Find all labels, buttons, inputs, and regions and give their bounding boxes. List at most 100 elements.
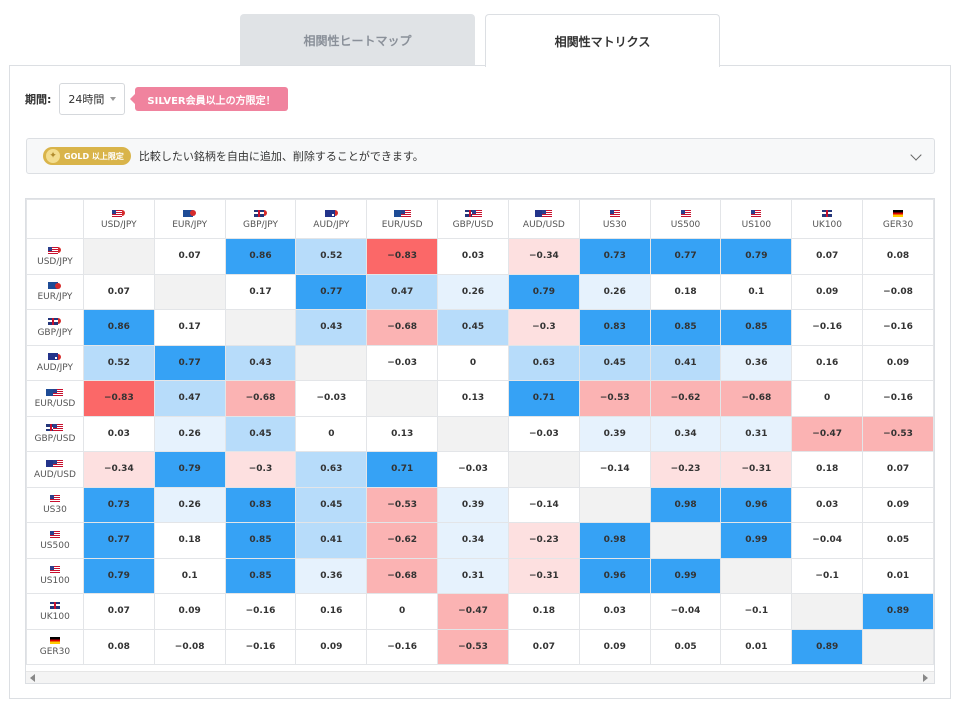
correlation-cell: 0.05 bbox=[862, 522, 934, 559]
tab-matrix[interactable]: 相関性マトリクス bbox=[485, 14, 720, 67]
correlation-cell: 0.07 bbox=[82, 593, 155, 630]
gold-description: 比較したい銘柄を自由に追加、削除することができます。 bbox=[138, 150, 424, 163]
eu-flag-icon bbox=[155, 209, 225, 218]
correlation-cell: −0.3 bbox=[224, 451, 297, 488]
correlation-cell: 0.07 bbox=[862, 451, 934, 488]
row-header: EUR/JPY bbox=[26, 273, 84, 310]
period-select[interactable]: 24時間 bbox=[59, 83, 126, 115]
correlation-cell: −0.62 bbox=[649, 380, 722, 417]
correlation-cell bbox=[649, 522, 722, 559]
correlation-cell: 0.85 bbox=[649, 309, 722, 346]
correlation-cell: 0.79 bbox=[153, 451, 226, 488]
correlation-cell: 0.03 bbox=[791, 486, 864, 523]
correlation-cell: −0.68 bbox=[720, 380, 793, 417]
gb-flag-icon bbox=[438, 209, 508, 218]
correlation-cell: −0.53 bbox=[366, 486, 439, 523]
column-header-label: US500 bbox=[670, 219, 701, 230]
correlation-cell: 0.89 bbox=[791, 628, 864, 665]
correlation-cell: 0.17 bbox=[153, 309, 226, 346]
au-flag-icon bbox=[27, 459, 83, 468]
correlation-cell: −0.83 bbox=[366, 238, 439, 275]
correlation-cell: 0.83 bbox=[224, 486, 297, 523]
correlation-cell: 0.77 bbox=[153, 344, 226, 381]
row-header: UK100 bbox=[26, 593, 84, 630]
matrix-row: AUD/USD −0.34 0.79 −0.3 0.63 0.71 −0.03 −0.14 −0… bbox=[26, 451, 934, 488]
correlation-cell: 0.18 bbox=[791, 451, 864, 488]
correlation-cell bbox=[578, 486, 651, 523]
correlation-cell: −0.03 bbox=[295, 380, 368, 417]
correlation-cell: 0.43 bbox=[224, 344, 297, 381]
correlation-cell: −0.23 bbox=[649, 451, 722, 488]
row-header-label: GBP/USD bbox=[34, 434, 76, 445]
correlation-cell bbox=[82, 238, 155, 275]
correlation-cell: 0.18 bbox=[649, 273, 722, 310]
correlation-cell: 0.47 bbox=[153, 380, 226, 417]
correlation-cell: 0.89 bbox=[862, 593, 934, 630]
matrix-row: GBP/USD 0.03 0.26 0.45 0 0.13 −0.03 0.39 0.34 0.3… bbox=[26, 415, 934, 452]
correlation-cell: 0.1 bbox=[153, 557, 226, 594]
correlation-cell bbox=[224, 309, 297, 346]
au-flag-icon bbox=[27, 352, 83, 361]
matrix-header-row: USD/JPY EUR/JPY GBP/JPY AUD/JPY EUR/USD GBP/U… bbox=[26, 199, 934, 239]
matrix-panel: 期間: 24時間 SILVER会員以上の方限定！ ✦ GOLD 以上限定 比較し… bbox=[9, 65, 951, 699]
correlation-cell: −0.14 bbox=[507, 486, 580, 523]
correlation-cell: 0.85 bbox=[224, 522, 297, 559]
us-flag-icon bbox=[651, 209, 721, 218]
column-header: EUR/JPY bbox=[153, 199, 226, 239]
correlation-cell bbox=[507, 451, 580, 488]
column-header: GER30 bbox=[862, 199, 934, 239]
silver-member-badge: SILVER会員以上の方限定！ bbox=[130, 87, 288, 111]
correlation-cell bbox=[153, 273, 226, 310]
eu-flag-icon bbox=[367, 209, 437, 218]
correlation-cell: −0.16 bbox=[862, 380, 934, 417]
row-header-label: US30 bbox=[43, 505, 67, 516]
correlation-cell: 0.99 bbox=[720, 522, 793, 559]
scroll-left-icon[interactable] bbox=[30, 674, 35, 682]
gold-feature-bar[interactable]: ✦ GOLD 以上限定 比較したい銘柄を自由に追加、削除することができます。 bbox=[26, 138, 935, 174]
tab-heatmap[interactable]: 相関性ヒートマップ bbox=[240, 14, 475, 66]
correlation-cell: 0.31 bbox=[720, 415, 793, 452]
correlation-cell: 0.16 bbox=[791, 344, 864, 381]
correlation-cell: 0.26 bbox=[153, 415, 226, 452]
row-header-label: GER30 bbox=[39, 647, 71, 658]
correlation-cell bbox=[862, 628, 934, 665]
row-header: GBP/JPY bbox=[26, 309, 84, 346]
correlation-cell: 0.16 bbox=[295, 593, 368, 630]
correlation-cell: 0.03 bbox=[578, 593, 651, 630]
correlation-cell: 0.39 bbox=[437, 486, 509, 523]
correlation-cell: −0.53 bbox=[862, 415, 934, 452]
row-header: EUR/USD bbox=[26, 380, 84, 417]
correlation-cell: 0.63 bbox=[507, 344, 580, 381]
row-header: US100 bbox=[26, 557, 84, 594]
correlation-cell: −0.14 bbox=[578, 451, 651, 488]
correlation-cell: 0.09 bbox=[862, 344, 934, 381]
row-header-label: EUR/USD bbox=[34, 398, 76, 409]
correlation-cell: 0.09 bbox=[578, 628, 651, 665]
correlation-cell: −0.34 bbox=[82, 451, 155, 488]
correlation-cell: −0.47 bbox=[791, 415, 864, 452]
us-flag-icon bbox=[27, 530, 83, 539]
correlation-cell: 0.03 bbox=[82, 415, 155, 452]
gb-flag-icon bbox=[792, 209, 862, 218]
gold-medal-icon: ✦ bbox=[46, 149, 60, 163]
correlation-cell: 0.09 bbox=[153, 593, 226, 630]
us-flag-icon bbox=[27, 246, 83, 255]
correlation-cell: 0.08 bbox=[862, 238, 934, 275]
correlation-cell: 0.99 bbox=[649, 557, 722, 594]
correlation-cell: −0.04 bbox=[791, 522, 864, 559]
horizontal-scrollbar[interactable] bbox=[26, 671, 934, 683]
correlation-cell: −0.16 bbox=[791, 309, 864, 346]
chevron-down-icon[interactable] bbox=[910, 149, 922, 161]
correlation-cell: 0.18 bbox=[153, 522, 226, 559]
matrix-row: US500 0.77 0.18 0.85 0.41 −0.62 0.34 −0.23 0.98 0… bbox=[26, 522, 934, 559]
matrix-corner bbox=[26, 199, 84, 239]
correlation-cell: 0.79 bbox=[507, 273, 580, 310]
correlation-cell bbox=[720, 557, 793, 594]
correlation-cell: 0.77 bbox=[649, 238, 722, 275]
correlation-cell: 0.52 bbox=[295, 238, 368, 275]
us-flag-icon bbox=[27, 494, 83, 503]
column-header: UK100 bbox=[791, 199, 864, 239]
scroll-right-icon[interactable] bbox=[923, 674, 928, 682]
correlation-cell bbox=[791, 593, 864, 630]
correlation-cell: 0.07 bbox=[82, 273, 155, 310]
